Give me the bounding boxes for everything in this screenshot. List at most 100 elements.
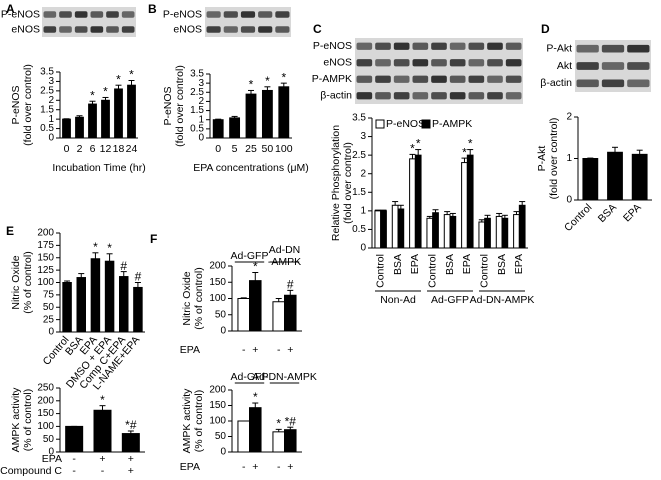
- blot-label: eNOS: [11, 23, 40, 35]
- bar: [272, 431, 286, 453]
- x-tick-label: 6: [90, 143, 96, 155]
- bar: [284, 294, 297, 332]
- blot-band: [240, 26, 256, 33]
- y-axis-label: Relative Phosphorylation(fold over contr…: [330, 125, 354, 241]
- y-tick-label: 0: [220, 326, 226, 337]
- blot-band: [431, 92, 447, 100]
- y-tick-label: 150: [209, 277, 226, 288]
- x-tick-label: Control: [478, 254, 490, 288]
- bar: [374, 210, 382, 249]
- bar: [229, 117, 241, 139]
- y-tick-label: 250: [37, 383, 54, 394]
- blot-band: [412, 59, 429, 67]
- x-tick-label: 0: [215, 143, 221, 155]
- blot-band: [431, 75, 447, 83]
- bar: [449, 215, 457, 249]
- blot-band: [601, 44, 625, 53]
- significance-marker: *: [253, 260, 258, 274]
- significance-marker: *: [107, 241, 112, 255]
- blot-band: [223, 26, 238, 33]
- y-tick-label: 2: [566, 112, 572, 123]
- bar: [501, 217, 509, 249]
- row-value: -: [277, 344, 281, 356]
- significance-marker: *: [468, 137, 473, 151]
- blot-band: [601, 62, 625, 70]
- blot-band: [468, 92, 485, 100]
- blot-band: [576, 44, 599, 53]
- bar: [513, 214, 520, 249]
- blot-band: [412, 92, 429, 100]
- blot-band: [375, 42, 391, 50]
- significance-marker: *: [276, 417, 281, 431]
- x-tick-label: 0: [64, 143, 70, 155]
- y-tick-label: 150: [209, 400, 226, 411]
- blot-band: [223, 11, 238, 18]
- blot-label: β-actin: [320, 90, 352, 102]
- blot-band: [356, 59, 373, 67]
- x-tick-label: BSA: [444, 254, 456, 275]
- bar: [245, 93, 257, 139]
- blot-band: [412, 42, 429, 50]
- row-value: -: [72, 453, 76, 465]
- blot-image: [42, 7, 136, 37]
- blot-band: [275, 26, 290, 33]
- y-tick-label: 200: [37, 228, 54, 239]
- group-label: Ad-GFP: [231, 371, 269, 383]
- y-tick-label: 200: [209, 261, 226, 272]
- row-value: +: [99, 453, 105, 465]
- bar: [582, 158, 599, 201]
- blot-band: [468, 59, 485, 67]
- blot-band: [90, 26, 104, 33]
- bar: [432, 212, 439, 249]
- x-axis-label: EPA concentrations (μM): [193, 162, 309, 174]
- x-tick-label: Control: [374, 254, 386, 288]
- y-tick-label: 25: [43, 314, 55, 325]
- x-tick-label: Control: [562, 202, 594, 234]
- blot-band: [412, 75, 429, 83]
- bar: [65, 425, 84, 453]
- row-value: +: [287, 461, 293, 473]
- y-tick-label: 0: [48, 327, 54, 338]
- significance-marker: *: [265, 74, 270, 88]
- bar: [261, 89, 273, 139]
- x-tick-label: 5: [232, 143, 238, 155]
- blot-band: [106, 11, 119, 18]
- bar: [284, 429, 297, 453]
- y-tick-label: 2.5: [352, 150, 366, 161]
- blot-label: P-eNOS: [313, 40, 352, 52]
- blot-band: [375, 75, 391, 83]
- blot-band: [505, 75, 522, 83]
- group-label: Ad-DN-AMPK: [252, 371, 317, 383]
- blot-band: [505, 92, 522, 100]
- blot-band: [468, 75, 485, 83]
- blot-band: [627, 62, 650, 70]
- legend-swatch: [421, 119, 431, 129]
- blot-band: [59, 26, 72, 33]
- significance-marker: *: [90, 88, 95, 102]
- x-tick-label: Control: [426, 254, 438, 288]
- y-tick-label: 50: [215, 431, 227, 442]
- bar: [237, 298, 250, 332]
- bar: [101, 99, 110, 139]
- bar: [237, 420, 250, 453]
- y-tick-label: 150: [37, 408, 54, 419]
- x-tick-label: BSA: [496, 254, 508, 275]
- blot-band: [487, 92, 503, 100]
- blot-band: [240, 11, 256, 18]
- blot-band: [121, 11, 135, 18]
- row-label: Compound C: [0, 465, 62, 477]
- significance-marker: *: [103, 85, 108, 99]
- row-label: EPA: [180, 344, 200, 356]
- blot-band: [74, 11, 88, 18]
- blot-band: [356, 75, 373, 83]
- blot-band: [43, 11, 57, 18]
- significance-marker: *: [410, 142, 415, 156]
- y-tick-label: 0: [198, 133, 204, 144]
- bar: [133, 286, 143, 333]
- bar: [75, 116, 84, 139]
- blot-band: [449, 75, 466, 83]
- panel-label: A: [6, 2, 15, 16]
- significance-marker: *: [100, 393, 105, 407]
- bar: [409, 158, 416, 249]
